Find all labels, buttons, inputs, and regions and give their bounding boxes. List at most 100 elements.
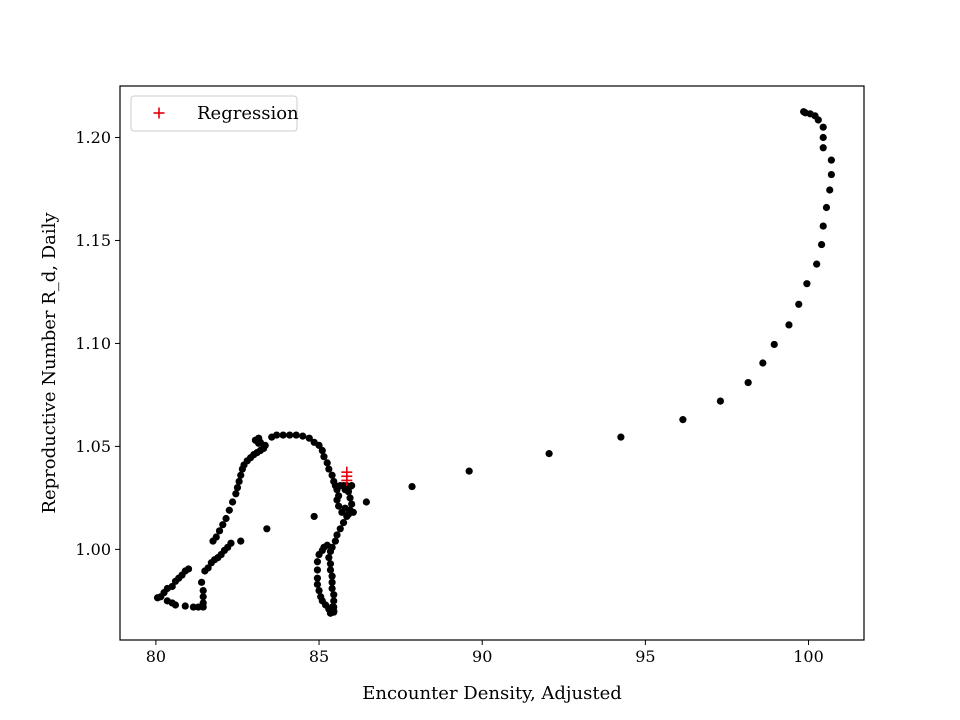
y-tick-label: 1.15 [75,231,111,250]
y-tick-label: 1.05 [75,437,111,456]
x-tick-label: 85 [309,647,329,666]
data-point [326,560,335,568]
data-point [817,240,826,249]
y-tick-label: 1.10 [75,334,111,353]
data-point [346,494,354,502]
data-point [318,446,326,455]
data-point [328,584,336,593]
data-point [349,508,357,516]
legend-box [130,95,298,132]
data-point [228,498,237,506]
data-point [330,597,338,605]
data-point [759,359,767,367]
data-point [362,498,370,506]
data-point [215,527,224,535]
data-point [292,431,300,439]
data-point [328,471,336,479]
regression-point [341,474,353,486]
data-point [204,564,212,572]
data-point [235,477,243,486]
plot-area-frame [119,85,865,641]
data-point [305,434,313,442]
data-point [803,280,811,288]
data-point [219,521,227,529]
data-points [153,108,835,617]
data-point [348,481,356,490]
data-point [279,431,287,439]
x-tick-label: 100 [793,647,824,666]
data-point [341,504,349,512]
data-point [184,565,193,573]
data-point [233,484,242,492]
y-axis-ticks: 1.00 1.05 1.10 1.15 1.20 [75,128,120,559]
data-point [679,416,687,424]
data-point [225,506,233,514]
data-point [157,593,165,601]
data-point [256,438,264,446]
data-point [197,578,206,586]
data-point [222,514,230,523]
data-point [325,465,333,473]
data-point [330,591,338,599]
data-point [328,578,336,586]
data-point [168,582,176,591]
legend: Regression [130,95,299,132]
data-point [320,453,328,461]
data-point [819,144,827,152]
data-point [232,490,240,498]
data-point [348,500,356,508]
data-point [323,541,331,549]
x-tick-label: 90 [472,647,492,666]
legend-label-regression: Regression [197,103,299,124]
data-point [227,539,235,547]
x-axis-title: Encounter Density, Adjusted [362,683,622,704]
data-point [212,533,220,541]
data-point [313,566,322,574]
data-point [408,482,416,491]
data-point [313,574,322,582]
data-point [617,433,625,441]
data-point [339,519,348,527]
data-point [785,321,793,329]
data-point [181,602,189,610]
data-point [331,537,339,545]
data-point [286,431,294,439]
data-point [171,601,180,609]
data-point [822,203,831,212]
data-point [273,431,281,439]
data-point [323,459,331,467]
y-tick-label: 1.00 [75,540,111,559]
data-point [819,222,827,230]
x-tick-label: 80 [146,647,166,666]
data-point [744,378,752,387]
data-point [315,586,323,595]
data-point [333,531,341,539]
data-point [328,572,336,580]
legend-marker-plus [153,107,165,119]
data-point [800,108,808,116]
data-point [315,441,323,449]
data-point [827,156,835,164]
data-point [310,512,318,521]
data-point [326,547,335,556]
data-point [770,340,778,349]
data-point [344,488,353,496]
data-point [313,558,322,566]
data-point [263,525,271,533]
y-axis-title: Reproductive Number R_d, Daily [39,212,60,514]
data-point [716,397,725,405]
data-point [813,260,821,268]
data-point [237,471,245,479]
data-point [795,300,803,308]
data-point [335,502,343,510]
data-point [199,599,207,607]
data-point [545,450,553,458]
data-point [299,432,307,440]
data-point [326,566,335,574]
regression-points [341,466,353,486]
data-point [325,554,333,562]
legend-plus-marker [153,107,165,119]
data-point [465,467,473,475]
data-point [336,525,344,533]
